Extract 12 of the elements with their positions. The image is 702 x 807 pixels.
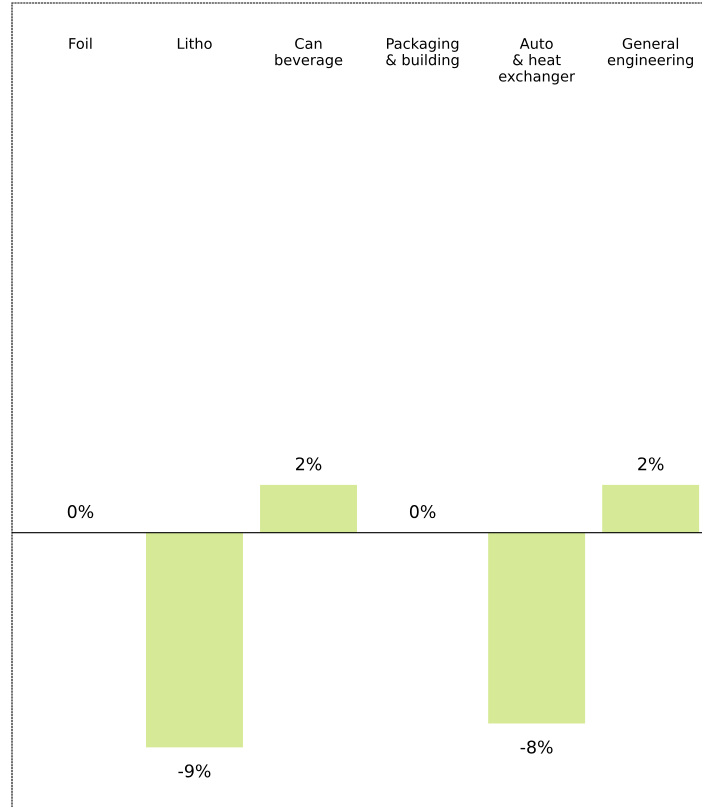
x-tick-label: Litho bbox=[178, 38, 212, 50]
x-tick-label: General engineering bbox=[608, 38, 693, 68]
x-tick-label: Can beverage bbox=[275, 38, 342, 68]
data-label: 2% bbox=[638, 457, 664, 470]
data-label: 2% bbox=[296, 457, 322, 470]
x-tick-label: Auto & heat exchanger bbox=[499, 38, 576, 84]
data-label: -8% bbox=[520, 740, 553, 754]
data-label: 0% bbox=[68, 505, 94, 518]
data-label: -9% bbox=[178, 764, 210, 778]
x-tick-label: Packaging & building bbox=[386, 38, 458, 68]
x-tick-label: Foil bbox=[69, 38, 92, 50]
data-label: 0% bbox=[410, 505, 436, 518]
